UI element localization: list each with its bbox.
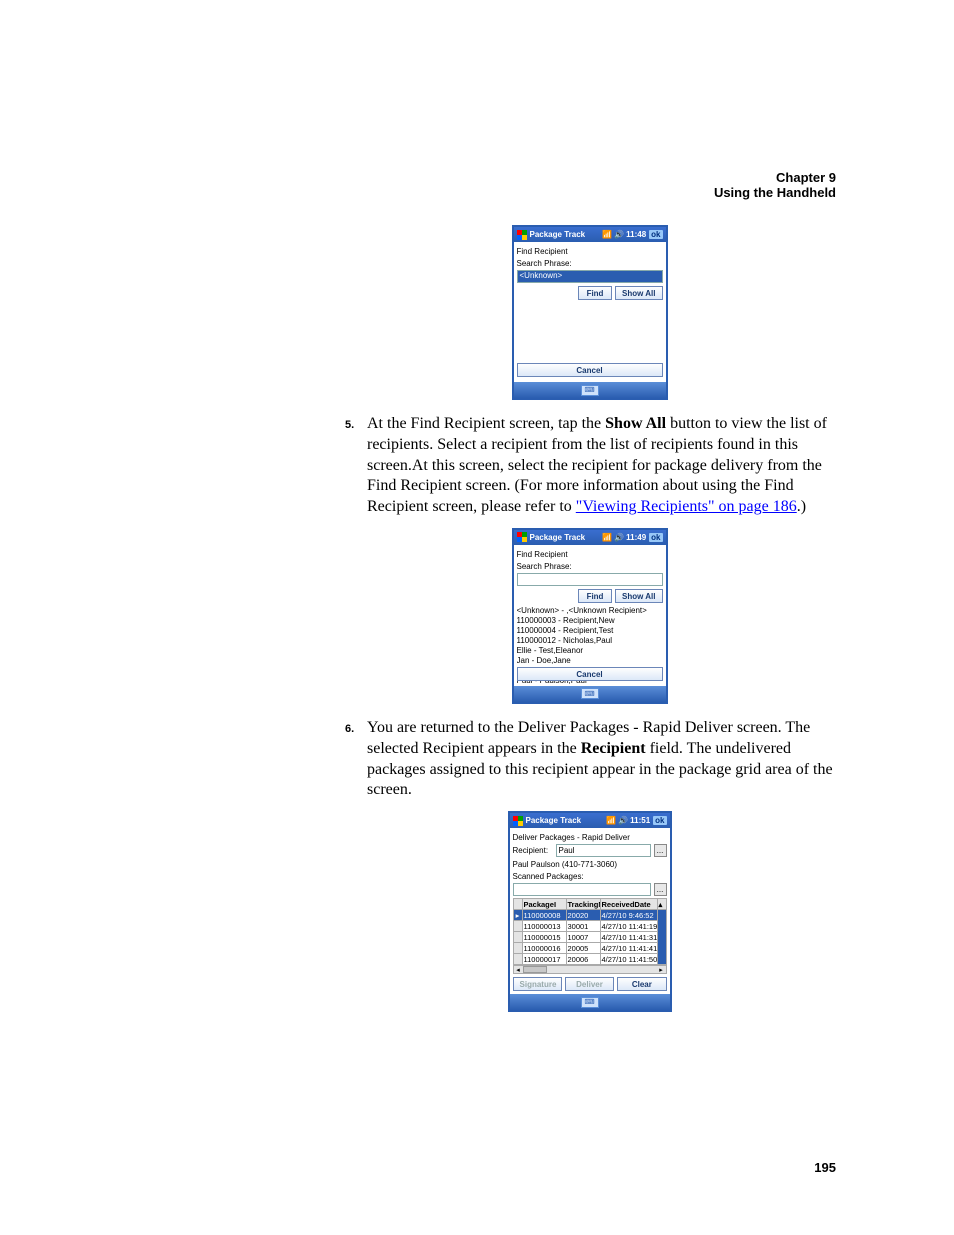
- keyboard-icon[interactable]: ⌨: [581, 688, 599, 699]
- col-tracking[interactable]: TrackingN: [566, 899, 600, 910]
- button-row: Find Show All: [517, 286, 663, 300]
- ok-button[interactable]: ok: [653, 816, 666, 825]
- cancel-button[interactable]: Cancel: [517, 363, 663, 377]
- chapter-title: Using the Handheld: [714, 185, 836, 200]
- list-item[interactable]: 110000003 - Recipient,New: [517, 616, 663, 626]
- status-icons: 📶 🔊 11:48: [602, 230, 646, 239]
- table-row[interactable]: ▸ 110000008 20020 4/27/10 9:46:52: [513, 910, 666, 921]
- app-title: Package Track: [530, 533, 586, 542]
- titlebar: Package Track 📶 🔊 11:49 ok: [514, 530, 666, 545]
- device-body: Find Recipient Search Phrase: Find Show …: [514, 545, 666, 686]
- windows-start-icon[interactable]: [517, 230, 527, 240]
- search-phrase-input[interactable]: [517, 573, 663, 586]
- step-number: 5.: [345, 414, 367, 518]
- screenshot-find-recipient-list: Package Track 📶 🔊 11:49 ok Find Recipien…: [345, 528, 834, 704]
- table-header-row: PackageI TrackingN ReceivedDate ▴: [513, 899, 666, 910]
- viewing-recipients-link[interactable]: "Viewing Recipients" on page 186: [576, 498, 797, 515]
- table-row[interactable]: 110000016 20005 4/27/10 11:41:41: [513, 943, 666, 954]
- table-row[interactable]: 110000015 10007 4/27/10 11:41:31: [513, 932, 666, 943]
- find-button[interactable]: Find: [578, 286, 612, 300]
- device-frame: Package Track 📶 🔊 11:51 ok Deliver Packa…: [508, 811, 672, 1012]
- step-body: At the Find Recipient screen, tap the Sh…: [367, 414, 834, 518]
- scan-input[interactable]: [513, 883, 651, 896]
- titlebar: Package Track 📶 🔊 11:51 ok: [510, 813, 670, 828]
- list-item[interactable]: <Unknown> - ,<Unknown Recipient>: [517, 606, 663, 616]
- step-body: You are returned to the Deliver Packages…: [367, 718, 834, 801]
- signature-button[interactable]: Signature: [513, 977, 562, 991]
- table-row[interactable]: 110000017 20006 4/27/10 11:41:50: [513, 954, 666, 965]
- show-all-button[interactable]: Show All: [615, 589, 662, 603]
- screen-subtitle: Find Recipient: [517, 550, 663, 559]
- recipient-ref: Recipient: [581, 740, 646, 757]
- scanned-packages-label: Scanned Packages:: [513, 872, 667, 881]
- windows-start-icon[interactable]: [513, 816, 523, 826]
- device-body: Deliver Packages - Rapid Deliver Recipie…: [510, 828, 670, 991]
- screenshot-find-recipient-empty: Package Track 📶 🔊 11:48 ok Find Recipien…: [345, 225, 834, 400]
- scroll-up-icon[interactable]: ▴: [657, 899, 666, 910]
- screen-subtitle: Deliver Packages - Rapid Deliver: [513, 833, 667, 842]
- scroll-right-icon[interactable]: ▸: [657, 966, 666, 973]
- keyboard-icon[interactable]: ⌨: [581, 385, 599, 396]
- step-6: 6. You are returned to the Deliver Packa…: [345, 718, 834, 801]
- vscrollbar[interactable]: [657, 910, 666, 965]
- col-package[interactable]: PackageI: [522, 899, 566, 910]
- device-frame: Package Track 📶 🔊 11:48 ok Find Recipien…: [512, 225, 668, 400]
- list-item[interactable]: 110000004 - Recipient,Test: [517, 626, 663, 636]
- table-row[interactable]: 110000013 30001 4/27/10 11:41:19: [513, 921, 666, 932]
- step-5: 5. At the Find Recipient screen, tap the…: [345, 414, 834, 518]
- page-header: Chapter 9 Using the Handheld: [714, 170, 836, 200]
- page-number: 195: [814, 1160, 836, 1175]
- recipient-lookup-button[interactable]: ...: [654, 844, 667, 857]
- status-icons: 📶 🔊 11:51: [606, 816, 650, 825]
- windows-start-icon[interactable]: [517, 532, 527, 542]
- ok-button[interactable]: ok: [649, 533, 662, 542]
- hscrollbar[interactable]: ◂ ▸: [513, 965, 667, 974]
- recipient-detail: Paul Paulson (410-771-3060): [513, 860, 667, 869]
- deliver-button[interactable]: Deliver: [565, 977, 614, 991]
- scroll-left-icon[interactable]: ◂: [514, 966, 523, 973]
- search-phrase-label: Search Phrase:: [517, 562, 663, 571]
- cancel-button[interactable]: Cancel: [517, 667, 663, 681]
- col-received[interactable]: ReceivedDate: [600, 899, 657, 910]
- device-body: Find Recipient Search Phrase: <Unknown> …: [514, 242, 666, 382]
- chapter-label: Chapter 9: [714, 170, 836, 185]
- scan-lookup-button[interactable]: ...: [654, 883, 667, 896]
- row-pointer-icon: ▸: [513, 910, 522, 921]
- ok-button[interactable]: ok: [649, 230, 662, 239]
- content: Package Track 📶 🔊 11:48 ok Find Recipien…: [120, 225, 834, 1012]
- recipient-row: Recipient: ...: [513, 844, 667, 857]
- list-item[interactable]: 110000012 - Nicholas,Paul: [517, 636, 663, 646]
- screenshot-rapid-deliver: Package Track 📶 🔊 11:51 ok Deliver Packa…: [345, 811, 834, 1012]
- button-row: Find Show All: [517, 589, 663, 603]
- list-item[interactable]: Ellie - Test,Eleanor: [517, 646, 663, 656]
- show-all-ref: Show All: [605, 415, 666, 432]
- search-phrase-label: Search Phrase:: [517, 259, 663, 268]
- package-grid[interactable]: PackageI TrackingN ReceivedDate ▴ ▸ 1100…: [513, 898, 667, 965]
- page: Chapter 9 Using the Handheld Package Tra…: [0, 0, 954, 1235]
- show-all-button[interactable]: Show All: [615, 286, 662, 300]
- device-softbar: ⌨: [510, 994, 670, 1010]
- device-softbar: ⌨: [514, 382, 666, 398]
- status-icons: 📶 🔊 11:49: [602, 533, 646, 542]
- search-phrase-input[interactable]: <Unknown>: [517, 270, 663, 283]
- app-title: Package Track: [530, 230, 586, 239]
- device-frame: Package Track 📶 🔊 11:49 ok Find Recipien…: [512, 528, 668, 704]
- keyboard-icon[interactable]: ⌨: [581, 997, 599, 1008]
- step-number: 6.: [345, 718, 367, 801]
- app-title: Package Track: [526, 816, 582, 825]
- find-button[interactable]: Find: [578, 589, 612, 603]
- clear-button[interactable]: Clear: [617, 977, 666, 991]
- recipient-input[interactable]: [556, 844, 651, 857]
- recipient-label: Recipient:: [513, 846, 553, 855]
- titlebar: Package Track 📶 🔊 11:48 ok: [514, 227, 666, 242]
- screen-subtitle: Find Recipient: [517, 247, 663, 256]
- device-softbar: ⌨: [514, 686, 666, 702]
